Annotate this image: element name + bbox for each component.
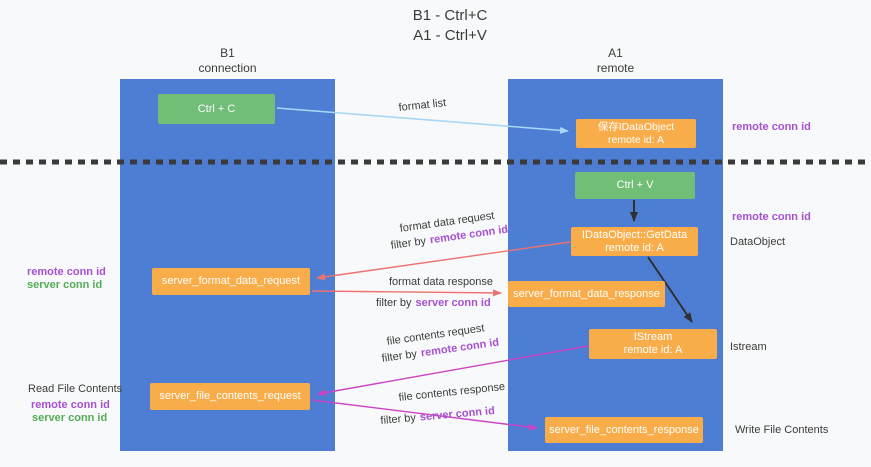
ctrl-c-label: Ctrl + C [197,102,236,115]
filter-by-text: filter by [376,297,412,309]
diagram-title: B1 - Ctrl+C A1 - Ctrl+V [340,6,560,46]
istream-line1: IStream [633,331,673,343]
remote-conn-id-right-top: remote conn id [732,121,811,133]
server-conn-id-left-mid: server conn id [27,279,103,291]
filter-by-server-conn-id-top: filter by server conn id [376,297,491,309]
title-line-a1: A1 - Ctrl+V [413,27,487,44]
server-conn-id-text: server conn id [415,297,491,309]
server-format-data-request-box: server_format_data_request [152,268,310,295]
file-contents-response-label: file contents response [398,380,506,404]
lifeline-a1-role: remote [596,61,635,75]
server-format-data-request-label: server_format_data_request [161,275,301,287]
lifeline-b1-role: connection [198,61,257,75]
lifeline-header-b1: B1 connection [120,46,335,76]
remote-conn-id-left-bottom: remote conn id [31,399,110,411]
filter-by-server-conn-id-bottom: filter by server conn id [380,405,495,427]
server-file-contents-request-label: server_file_contents_request [159,390,301,402]
save-dataobject-line1: 保存IDataObject [597,120,675,133]
remote-conn-id-left-mid: remote conn id [27,266,106,278]
server-conn-id-text: server conn id [419,405,496,424]
write-file-contents-label: Write File Contents [735,424,829,436]
getdata-box: IDataObject::GetData remote id: A [571,227,698,256]
getdata-line2: remote id: A [605,241,664,254]
getdata-line1: IDataObject::GetData [581,228,688,241]
server-conn-id-left-bottom: server conn id [32,412,108,424]
server-file-contents-response-label: server_file_contents_response [549,423,699,436]
dataobject-side-label: DataObject [730,236,786,248]
ctrl-v-box: Ctrl + V [575,172,695,199]
format-data-response-label: format data response [389,276,493,288]
ctrl-c-box: Ctrl + C [158,94,275,124]
istream-side-label: Istream [730,341,767,353]
filter-by-text: filter by [380,411,417,427]
format-list-label: format list [398,97,447,114]
read-file-contents-label: Read File Contents [28,383,123,395]
title-line-b1: B1 - Ctrl+C [412,7,488,24]
server-file-contents-response-box: server_file_contents_response [545,417,703,443]
server-format-data-response-box: server_format_data_response [508,281,665,307]
arrow-format-data-response [311,289,502,297]
filter-by-text: filter by [381,348,418,365]
server-format-data-response-label: server_format_data_response [513,287,660,300]
ctrl-v-label: Ctrl + V [616,179,654,191]
lifeline-header-a1: A1 remote [508,46,723,76]
lifeline-a1-name: A1 [608,46,623,60]
save-dataobject-box: 保存IDataObject remote id: A [576,119,696,148]
server-file-contents-request-box: server_file_contents_request [150,383,310,410]
save-dataobject-line2: remote id: A [607,133,665,146]
remote-conn-id-right-mid: remote conn id [732,211,811,223]
lifeline-b1-name: B1 [220,46,235,60]
istream-line2: remote id: A [623,344,683,356]
filter-by-text: filter by [390,235,427,252]
istream-box: IStream remote id: A [589,329,717,359]
